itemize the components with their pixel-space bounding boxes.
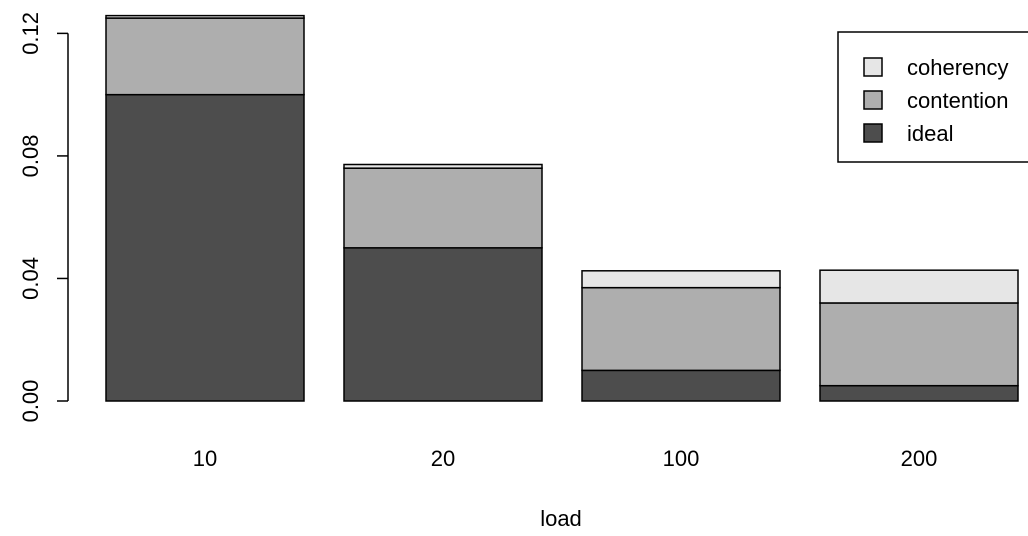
legend-label-contention: contention [907,88,1009,113]
bar-segment-ideal-10 [105,93,305,402]
bar-segment-ideal-100 [581,369,781,402]
x-axis-title: load [540,506,582,531]
bar-segment-coherency-200 [819,269,1019,304]
x-tick-label: 100 [663,446,700,471]
y-tick-label: 0.04 [18,257,43,300]
bar-segment-coherency-20 [343,163,543,169]
bar-segment-contention-200 [819,302,1019,387]
bar-segment-contention-20 [343,167,543,249]
legend-swatch-coherency [863,57,883,77]
y-axis: 0.00 0.04 0.08 0.12 [18,12,69,423]
y-tick-label: 0.08 [18,135,43,178]
bar-segment-coherency-100 [581,270,781,289]
bar-segment-contention-100 [581,286,781,372]
bar-segment-coherency-10 [105,14,305,19]
x-axis: 10 20 100 200 [193,446,938,471]
legend-label-ideal: ideal [907,121,953,146]
legend: coherency contention ideal [837,31,1028,163]
bar-segment-contention-10 [105,17,305,96]
legend-swatch-contention [863,90,883,110]
bar-segment-ideal-20 [343,247,543,402]
bar-segment-ideal-200 [819,384,1019,402]
x-tick-label: 200 [901,446,938,471]
y-tick-label: 0.00 [18,380,43,423]
legend-label-coherency: coherency [907,55,1009,80]
x-tick-label: 10 [193,446,217,471]
bars-group [105,14,1019,402]
legend-swatch-ideal [863,123,883,143]
y-tick-label: 0.12 [18,12,43,55]
x-tick-label: 20 [431,446,455,471]
